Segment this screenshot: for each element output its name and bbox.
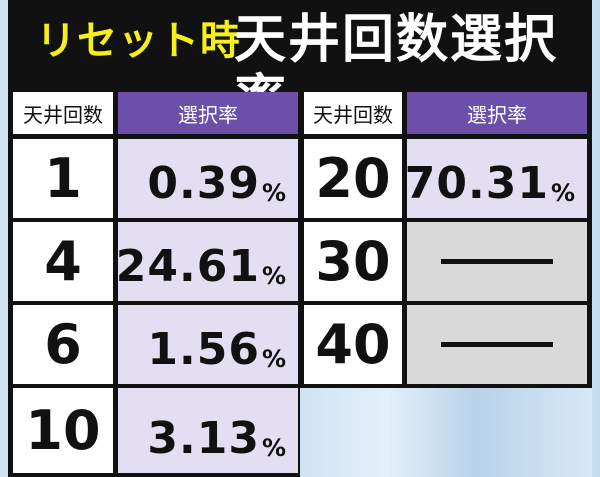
percent-unit: % (261, 345, 286, 373)
column-header-rate-right: 選択率 (407, 92, 587, 134)
background-area (300, 388, 592, 477)
rate-cell-6: 1.56% (118, 305, 298, 384)
rate-cell-10: 3.13% (118, 388, 298, 473)
column-header-count-left: 天井回数 (13, 92, 113, 134)
rate-cell-30-empty (407, 222, 587, 301)
dash-mark (441, 342, 553, 347)
rate-value: 3.13 (147, 413, 260, 464)
count-cell-40: 40 (304, 305, 402, 384)
rate-value: 24.61 (115, 241, 260, 292)
reset-label: リセット時 (36, 18, 241, 64)
percent-unit: % (261, 262, 286, 290)
percent-unit: % (261, 179, 286, 207)
percent-unit: % (550, 179, 575, 207)
rate-cell-20: 70.31% (404, 139, 587, 218)
rate-value: 0.39 (147, 158, 260, 209)
count-cell-6: 6 (13, 305, 113, 384)
rate-cell-1: 0.39% (118, 139, 298, 218)
percent-unit: % (261, 434, 286, 462)
count-cell-10: 10 (13, 388, 113, 473)
count-cell-1: 1 (13, 139, 113, 218)
column-header-rate-left: 選択率 (118, 92, 298, 134)
dash-mark (441, 259, 553, 264)
rate-value: 1.56 (147, 324, 260, 375)
count-cell-30: 30 (304, 222, 402, 301)
rate-cell-40-empty (407, 305, 587, 384)
rate-value: 70.31 (404, 158, 549, 209)
count-cell-20: 20 (304, 139, 402, 218)
rate-cell-4: 24.61% (115, 222, 298, 301)
count-cell-4: 4 (13, 222, 113, 301)
column-header-count-right: 天井回数 (304, 92, 402, 134)
